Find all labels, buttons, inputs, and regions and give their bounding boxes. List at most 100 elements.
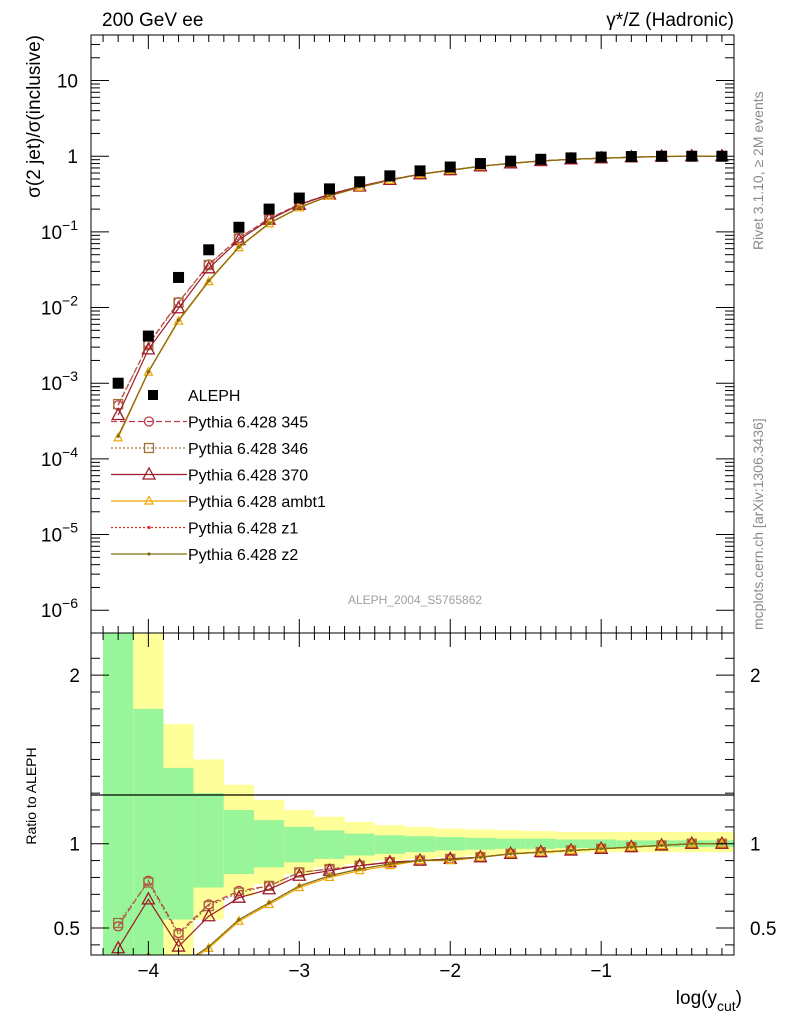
ratio-series-marker — [539, 850, 543, 854]
mc-series-marker — [267, 221, 271, 225]
legend-marker — [143, 442, 155, 454]
stat-uncertainty-band — [404, 836, 436, 853]
ratio-series-marker — [358, 867, 362, 871]
ratio-series-marker — [143, 877, 154, 888]
stat-uncertainty-band — [435, 836, 466, 851]
data-point — [203, 244, 215, 256]
ratio-series — [146, 842, 724, 955]
main-series-group — [111, 148, 730, 442]
data-point — [142, 330, 154, 342]
mc-series-marker — [231, 232, 247, 246]
y-tick-label: 10−1 — [41, 217, 78, 244]
mc-series-marker — [143, 366, 154, 376]
analysis-tag: ALEPH_2004_S5765862 — [348, 593, 482, 607]
y-tick-label-exp: −4 — [62, 444, 78, 460]
ratio-series-marker — [292, 867, 307, 881]
legend-marker — [144, 495, 154, 505]
data-point — [233, 221, 245, 233]
data-point — [474, 158, 486, 170]
ratio-series-marker — [448, 858, 452, 862]
y-tick-label-base: 1 — [67, 147, 78, 168]
stat-uncertainty-band — [223, 810, 255, 875]
ratio-series-marker — [262, 881, 277, 895]
stat-uncertainty-band — [344, 833, 375, 856]
y-tick-label-exp: −1 — [62, 217, 78, 233]
ratio-y-tick-label: 2 — [69, 666, 80, 687]
ratio-series-marker — [201, 908, 216, 922]
mc-series-marker — [207, 279, 211, 283]
mc-series-marker — [292, 196, 307, 210]
x-tick-label: −1 — [590, 961, 612, 982]
stat-uncertainty-band — [465, 837, 496, 850]
ratio-series-marker — [533, 844, 548, 858]
data-point — [173, 271, 185, 283]
ratio-series-marker — [624, 839, 639, 853]
ratio-series-marker — [297, 884, 301, 888]
stat-uncertainty-band — [103, 633, 134, 955]
mc-series-marker — [297, 205, 301, 210]
ratio-series-marker — [382, 854, 397, 868]
mc-series — [113, 151, 728, 411]
mc-series-marker — [201, 260, 216, 274]
data-point — [354, 176, 366, 188]
ratio-y-axis-label: Ratio to ALEPH — [23, 747, 39, 844]
data-point — [384, 170, 396, 182]
ratio-series-marker — [659, 843, 664, 848]
ratio-series-marker — [233, 915, 244, 925]
stat-uncertainty-band — [163, 767, 194, 920]
ratio-y-tick-label: 1 — [69, 835, 80, 856]
header-left-label: 200 GeV ee — [102, 10, 203, 31]
legend-label: Pythia 6.428 z2 — [188, 547, 298, 564]
mc-series-marker — [203, 275, 214, 286]
ratio-series-marker — [569, 848, 573, 853]
y-tick-label-base: 10 — [41, 223, 62, 244]
ratio-series-marker — [177, 965, 180, 968]
header-right-label: γ*/Z (Hadronic) — [606, 10, 734, 31]
ratio-series-marker — [596, 843, 607, 853]
legend-marker — [147, 552, 151, 556]
y-tick-label-base: 10 — [41, 299, 62, 320]
data-point — [656, 150, 668, 162]
ratio-series-marker — [563, 842, 579, 856]
ratio-series-marker — [237, 917, 241, 922]
legend-marker — [141, 466, 157, 480]
ratio-y-tick-label: 0.5 — [750, 919, 776, 940]
ratio-series-marker — [267, 901, 271, 905]
ratio-series-marker — [686, 837, 697, 848]
ratio-series-group — [111, 835, 730, 980]
y-tick-label: 10−3 — [41, 368, 78, 395]
data-point — [686, 150, 698, 162]
y-tick-label-base: 10 — [57, 72, 78, 93]
stat-uncertainty-band — [193, 793, 224, 888]
y-tick-label: 10−4 — [41, 444, 78, 471]
ratio-series-marker — [327, 874, 332, 878]
ratio-frame — [90, 632, 735, 956]
y-tick-label-exp: −5 — [62, 520, 78, 536]
ratio-series-marker — [117, 977, 120, 980]
ratio-series-marker — [415, 854, 426, 865]
y-tick-label: 1 — [67, 147, 78, 168]
legend-marker — [143, 416, 155, 427]
y-tick-label-exp: −2 — [62, 293, 78, 309]
ratio-y-tick-labels: 0.5 0.5 1 1 2 2 — [54, 666, 777, 940]
stat-uncertainty-band — [314, 830, 345, 859]
ratio-series-marker — [263, 880, 275, 892]
data-point — [414, 165, 426, 177]
data-series — [112, 150, 728, 389]
y-tick-label-base: 10 — [41, 601, 62, 622]
stat-uncertainty-band — [254, 820, 285, 868]
mc-series-marker — [113, 432, 124, 442]
ratio-series-marker — [207, 944, 211, 949]
ratio-series-marker — [113, 917, 124, 929]
x-axis-label-end: ) — [736, 988, 742, 1009]
legend-label: Pythia 6.428 z1 — [188, 521, 298, 538]
ratio-series-marker — [388, 862, 392, 866]
ratio-y-tick-label: 1 — [750, 835, 761, 856]
ratio-series-marker — [535, 846, 546, 856]
data-point — [565, 152, 577, 164]
mc-series-marker — [116, 434, 120, 438]
ratio-series-marker — [503, 845, 518, 859]
main-frame — [90, 34, 735, 634]
ratio-series-marker — [294, 867, 305, 878]
